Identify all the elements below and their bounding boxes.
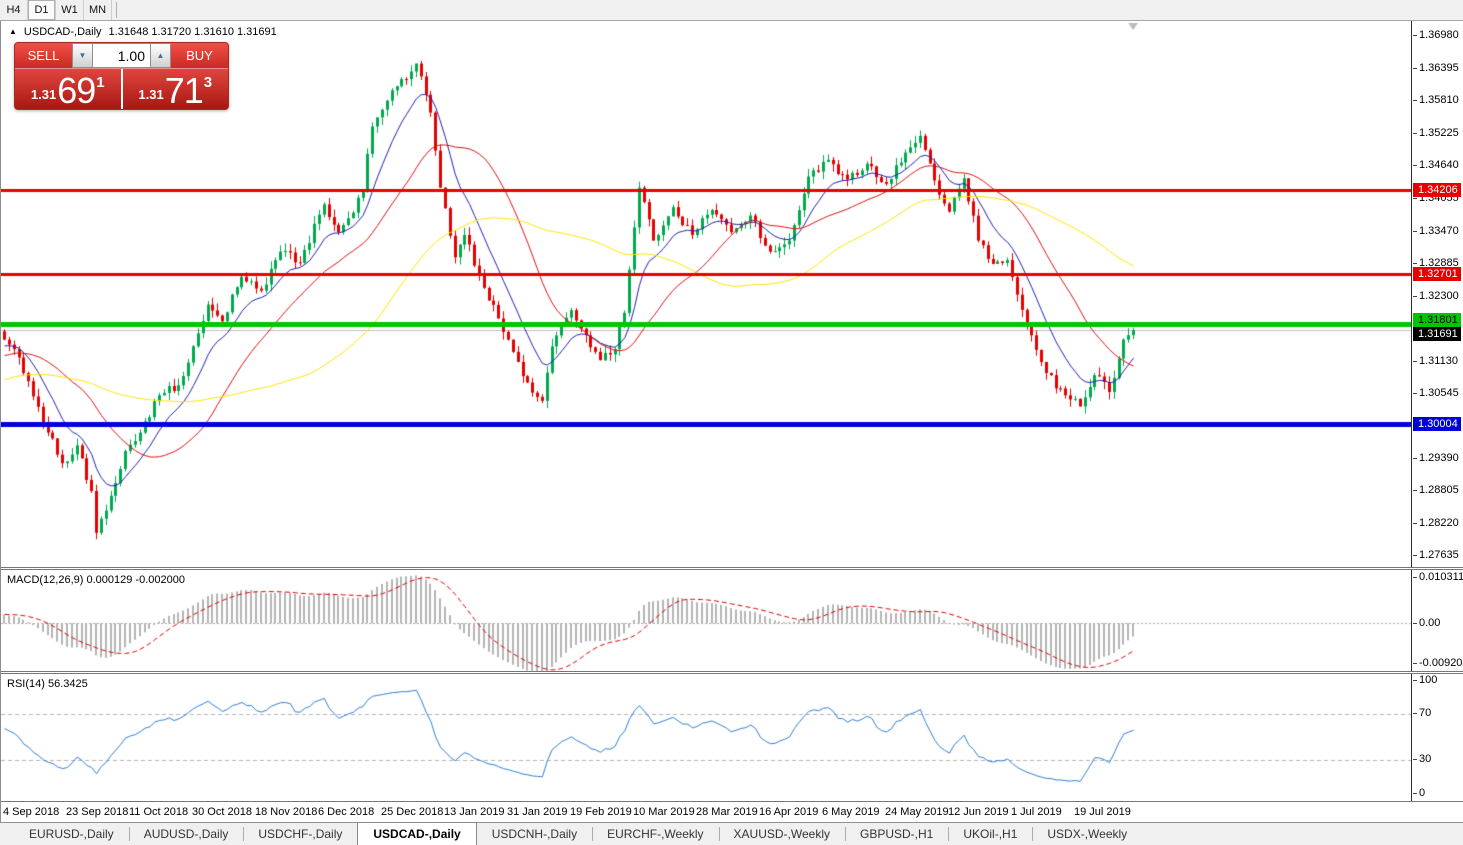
chart-title: ▲ USDCAD-,Daily 1.31648 1.31720 1.31610 …: [9, 26, 277, 38]
date-tick-label: 18 Nov 2018: [255, 806, 318, 818]
chart-tab-bar: EURUSD-,Daily AUDUSD-,Daily USDCHF-,Daily U…: [0, 822, 1463, 845]
buy-price-display[interactable]: 1.31 71 3: [122, 69, 228, 110]
date-tick-label: 4 Sep 2018: [3, 806, 60, 818]
volume-decrease-button[interactable]: ▼: [72, 43, 93, 68]
date-tick-label: 6 May 2019: [822, 806, 880, 818]
date-tick-label: 11 Oct 2018: [129, 806, 189, 818]
time-axis[interactable]: 4 Sep 2018 23 Sep 2018 11 Oct 2018 30 Oct 2…: [1, 801, 1411, 822]
rsi-tick-label: 30: [1413, 753, 1431, 766]
macd-label: MACD(12,26,9) 0.000129 -0.002000: [7, 574, 185, 586]
chart-tab-xauusd-weekly[interactable]: XAUUSD-,Weekly: [718, 823, 845, 845]
price-tick-label: 1.32300: [1413, 290, 1459, 303]
date-tick-label: 1 Jul 2019: [1011, 806, 1062, 818]
macd-tick-label: 0.00: [1413, 617, 1440, 630]
chart-grid: ▲ USDCAD-,Daily 1.31648 1.31720 1.31610 …: [0, 21, 1463, 822]
timeframe-button-h4[interactable]: H4: [0, 0, 28, 20]
chart-window: ▲ USDCAD-,Daily 1.31648 1.31720 1.31610 …: [0, 21, 1463, 822]
chart-tab-ukoil-h1[interactable]: UKOil-,H1: [948, 823, 1032, 845]
buy-price-pipette: 3: [203, 74, 213, 91]
date-tick-label: 28 Mar 2019: [696, 806, 758, 818]
price-tick-label: 1.32885: [1413, 257, 1459, 270]
chart-tab-audusd-daily[interactable]: AUDUSD-,Daily: [128, 823, 244, 845]
sell-button[interactable]: SELL: [15, 43, 72, 68]
price-tick-label: 1.28220: [1413, 517, 1459, 530]
date-tick-label: 25 Dec 2018: [381, 806, 444, 818]
sell-price-pipette: 1: [96, 74, 105, 91]
rsi-label: RSI(14) 56.3425: [7, 678, 88, 690]
price-tick-label: 1.35810: [1413, 94, 1459, 107]
date-tick-label: 30 Oct 2018: [192, 806, 252, 818]
date-tick-label: 12 Jun 2019: [948, 806, 1009, 818]
price-axis[interactable]: 1.36980 1.36395 1.35810 1.35225 1.34640 1.340…: [1411, 21, 1463, 567]
date-tick-label: 13 Jan 2019: [444, 806, 505, 818]
pane-separator[interactable]: [1, 567, 1463, 570]
timeframe-toolbar: H4 D1 W1 MN: [0, 0, 1463, 21]
price-tick-label: 1.27635: [1413, 549, 1459, 562]
chart-tab-usdcad-daily[interactable]: USDCAD-,Daily: [357, 822, 477, 845]
date-tick-label: 16 Apr 2019: [759, 806, 819, 818]
pane-separator[interactable]: [1, 671, 1463, 674]
date-tick-label: 6 Dec 2018: [318, 806, 375, 818]
date-tick-label: 31 Jan 2019: [507, 806, 568, 818]
sell-price-display[interactable]: 1.31 69 1: [15, 69, 123, 109]
collapse-triangle-icon[interactable]: ▲: [9, 27, 17, 36]
price-line-badge: 1.31801: [1413, 312, 1461, 327]
price-tick-label: 1.34640: [1413, 159, 1459, 172]
axis-corner: [1411, 801, 1463, 822]
sell-price-prefix: 1.31: [30, 87, 57, 102]
buy-price-prefix: 1.31: [138, 87, 164, 102]
date-tick-label: 19 Feb 2019: [570, 806, 632, 818]
timeframe-button-w1[interactable]: W1: [56, 0, 84, 20]
macd-tick-label: -0.009203: [1413, 657, 1463, 670]
chart-ohlc-values: 1.31648 1.31720 1.31610 1.31691: [108, 26, 277, 38]
one-click-trading-panel: SELL ▼ 1.00 ▲ BUY 1.31 69 1 1.31 71 3: [14, 42, 229, 110]
date-tick-label: 24 May 2019: [885, 806, 949, 818]
timeframe-button-mn[interactable]: MN: [84, 0, 113, 20]
chart-tab-eurusd-daily[interactable]: EURUSD-,Daily: [29, 827, 114, 841]
main-price-pane: ▲ USDCAD-,Daily 1.31648 1.31720 1.31610 …: [1, 21, 1411, 567]
macd-canvas[interactable]: [1, 570, 1411, 671]
price-line-badge: 1.32701: [1413, 266, 1461, 281]
toolbar-separator: [116, 2, 118, 18]
date-tick-label: 19 Jul 2019: [1074, 806, 1131, 818]
rsi-tick-label: 70: [1413, 707, 1431, 720]
buy-button[interactable]: BUY: [171, 43, 228, 68]
rsi-pane: RSI(14) 56.3425: [1, 674, 1411, 801]
price-chart-canvas[interactable]: [1, 21, 1411, 567]
price-line-badge: 1.30004: [1413, 417, 1461, 432]
rsi-tick-label: 100: [1413, 674, 1437, 687]
price-tick-label: 1.35225: [1413, 127, 1459, 140]
price-tick-label: 1.36980: [1413, 29, 1459, 42]
chart-tab-gbpusd-h1[interactable]: GBPUSD-,H1: [845, 823, 948, 845]
price-tick-label: 1.36395: [1413, 62, 1459, 75]
chart-tab-usdx-weekly[interactable]: USDX-,Weekly: [1032, 823, 1142, 845]
triangle-down-icon: ▼: [78, 51, 87, 60]
date-tick-label: 23 Sep 2018: [66, 806, 129, 818]
price-line-badge: 1.31691: [1413, 327, 1461, 342]
price-line-badge: 1.34206: [1413, 183, 1461, 198]
chart-tab-usdcnh-daily[interactable]: USDCNH-,Daily: [491, 827, 578, 841]
macd-pane: MACD(12,26,9) 0.000129 -0.002000: [1, 570, 1411, 671]
rsi-canvas[interactable]: [1, 674, 1411, 801]
volume-increase-button[interactable]: ▲: [150, 43, 171, 68]
chart-symbol-label: USDCAD-,Daily: [23, 26, 102, 38]
rsi-axis[interactable]: 100 70 30 0: [1411, 674, 1463, 801]
price-tick-label: 1.30545: [1413, 387, 1459, 400]
macd-axis[interactable]: 0.010311 0.00 -0.009203: [1411, 570, 1463, 671]
sell-price-main: 69: [57, 70, 96, 110]
chart-tab-eurchf-weekly[interactable]: EURCHF-,Weekly: [592, 823, 718, 845]
date-tick-label: 10 Mar 2019: [633, 806, 695, 818]
chart-tab-usdchf-daily[interactable]: USDCHF-,Daily: [243, 823, 357, 845]
rsi-tick-label: 0: [1413, 787, 1425, 800]
timeframe-button-d1[interactable]: D1: [28, 0, 56, 20]
price-tick-label: 1.31130: [1413, 355, 1458, 368]
buy-price-main: 71: [164, 70, 204, 110]
macd-tick-label: 0.010311: [1413, 571, 1463, 584]
price-tick-label: 1.33470: [1413, 225, 1459, 238]
price-tick-label: 1.29390: [1413, 452, 1459, 465]
triangle-up-icon: ▲: [156, 51, 165, 60]
price-tick-label: 1.28805: [1413, 484, 1459, 497]
volume-input[interactable]: 1.00: [93, 43, 150, 68]
